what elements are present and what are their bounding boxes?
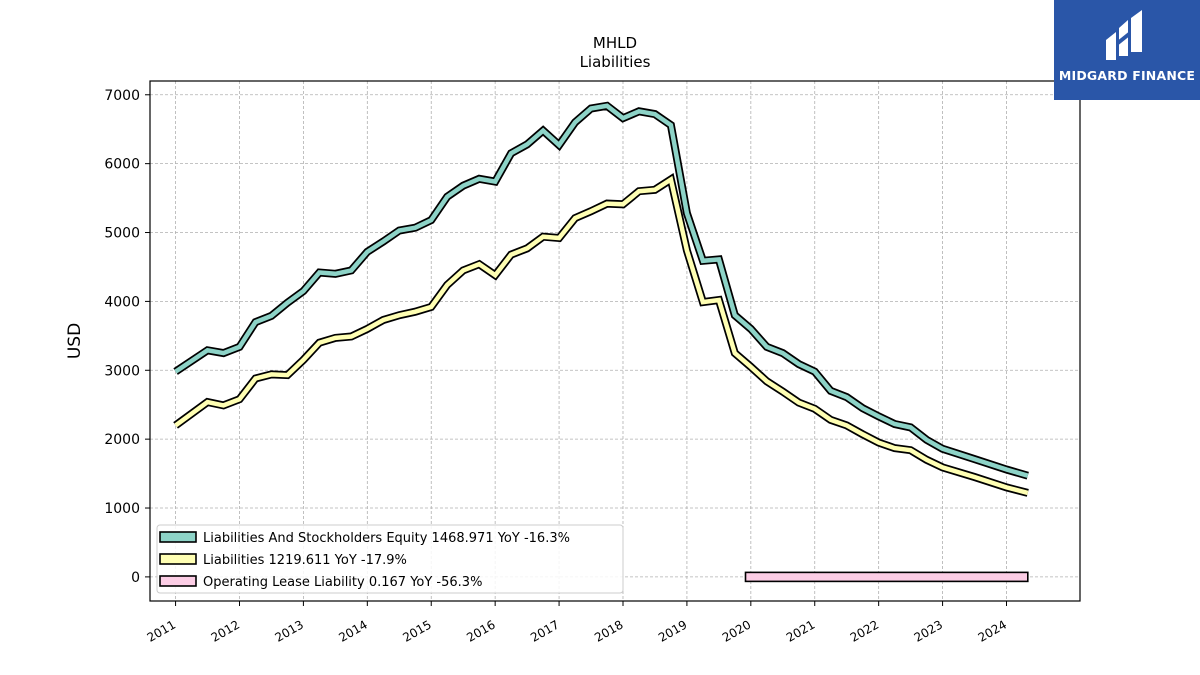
plot-frame: [149, 80, 1081, 602]
series-line-operating-lease-liability: [744, 571, 1029, 583]
chart-title: MHLD: [593, 34, 637, 52]
y-tick-label: 7000: [104, 88, 140, 104]
y-tick-label: 6000: [104, 157, 140, 173]
y-tick-label: 5000: [104, 226, 140, 242]
grid: [150, 81, 1080, 601]
x-tick-label: 2016: [464, 617, 497, 644]
legend: Liabilities And Stockholders Equity 1468…: [156, 524, 624, 594]
legend-label: Liabilities 1219.611 YoY -17.9%: [203, 553, 407, 568]
x-tick-label: 2024: [976, 617, 1009, 644]
series-line-liabilities-and-stockholders-equity: [174, 103, 1029, 478]
logo-mark-icon: [1106, 10, 1142, 60]
x-tick-label: 2012: [209, 617, 242, 644]
series-line-liabilities: [174, 175, 1029, 496]
series-layer: [173, 101, 1029, 583]
y-tick-label: 4000: [104, 294, 140, 310]
x-tick-label: 2022: [848, 617, 881, 644]
chart-subtitle: Liabilities: [580, 53, 651, 71]
x-tick-label: 2013: [273, 617, 306, 644]
midgard-finance-logo: MIDGARD FINANCE: [1054, 0, 1200, 100]
x-tick-label: 2023: [912, 617, 945, 644]
y-axis-label: USD: [65, 323, 85, 359]
y-tick-label: 0: [131, 570, 140, 586]
legend-label: Operating Lease Liability 0.167 YoY -56.…: [203, 575, 482, 590]
legend-swatch: [159, 553, 197, 565]
legend-box: [156, 524, 624, 594]
x-tick-label: 2014: [336, 617, 369, 644]
y-tick-label: 3000: [104, 363, 140, 379]
y-tick-label: 2000: [104, 432, 140, 448]
x-tick-label: 2015: [400, 617, 433, 644]
logo-text: MIDGARD FINANCE: [1058, 68, 1196, 83]
x-tick-label: 2019: [656, 617, 689, 644]
x-tick-label: 2021: [784, 617, 817, 644]
x-tick-label: 2018: [592, 617, 625, 644]
legend-swatch: [159, 531, 197, 543]
legend-label: Liabilities And Stockholders Equity 1468…: [203, 531, 570, 546]
x-tick-label: 2020: [720, 617, 753, 644]
legend-swatch: [159, 575, 197, 587]
x-tick-label: 2011: [145, 617, 178, 644]
x-tick-label: 2017: [528, 617, 561, 644]
y-tick-label: 1000: [104, 501, 140, 517]
